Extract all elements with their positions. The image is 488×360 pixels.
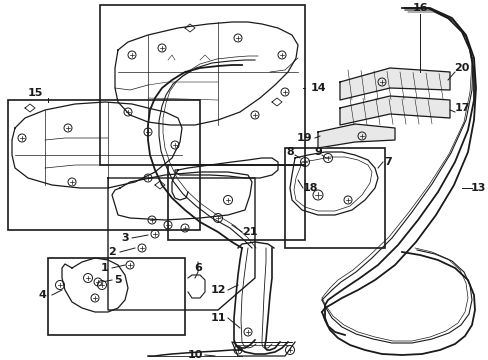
Text: 2: 2 bbox=[108, 247, 116, 257]
Text: 6: 6 bbox=[194, 263, 202, 273]
Text: 20: 20 bbox=[453, 63, 469, 73]
Text: 9: 9 bbox=[313, 147, 321, 157]
Text: 17: 17 bbox=[453, 103, 469, 113]
Polygon shape bbox=[339, 96, 449, 125]
Text: 11: 11 bbox=[210, 313, 225, 323]
Bar bbox=[100, 5, 305, 165]
Bar bbox=[48, 258, 184, 335]
Text: 21: 21 bbox=[242, 227, 257, 237]
Text: 12: 12 bbox=[210, 285, 225, 295]
Text: 14: 14 bbox=[309, 83, 325, 93]
Bar bbox=[168, 165, 305, 240]
Text: 1: 1 bbox=[101, 263, 109, 273]
Text: 16: 16 bbox=[411, 3, 427, 13]
Text: 10: 10 bbox=[187, 350, 202, 360]
Bar bbox=[285, 148, 384, 248]
Text: 13: 13 bbox=[469, 183, 485, 193]
Text: 5: 5 bbox=[114, 275, 122, 285]
Text: 18: 18 bbox=[302, 183, 317, 193]
Polygon shape bbox=[317, 124, 394, 148]
Text: 15: 15 bbox=[27, 88, 42, 98]
Text: 3: 3 bbox=[121, 233, 128, 243]
Text: 7: 7 bbox=[384, 157, 391, 167]
Text: 8: 8 bbox=[285, 147, 293, 157]
Text: 4: 4 bbox=[38, 290, 46, 300]
Text: 19: 19 bbox=[297, 133, 312, 143]
Polygon shape bbox=[339, 68, 449, 100]
Bar bbox=[8, 100, 200, 230]
